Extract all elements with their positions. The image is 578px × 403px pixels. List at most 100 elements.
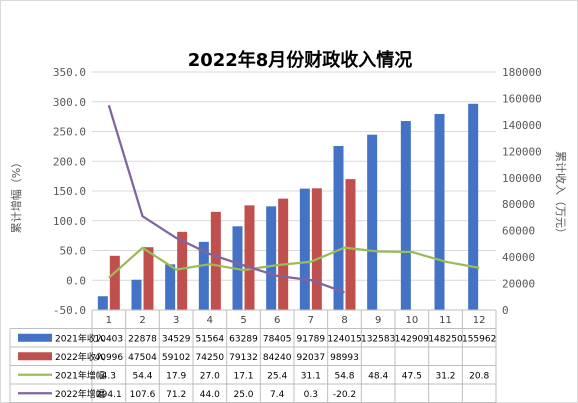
- y-right-tick-label: 100000: [502, 172, 542, 185]
- y-right-tick-label: 20000: [502, 278, 535, 291]
- bar-2-6: [278, 198, 289, 310]
- line-series-3: [108, 246, 480, 279]
- table-cell: 294.1: [96, 390, 122, 400]
- table-cell: 107.6: [130, 390, 156, 400]
- category-label: 6: [274, 315, 280, 326]
- series-name: 2022年增幅: [55, 388, 105, 400]
- category-label: 11: [439, 315, 452, 326]
- table-cell: 74250: [196, 353, 225, 363]
- bar-1-10: [400, 121, 411, 310]
- bar-2-8: [345, 179, 356, 310]
- y-left-tick-label: 150.0: [53, 185, 86, 198]
- table-cell: 34529: [162, 334, 191, 344]
- category-label: 2: [139, 315, 145, 326]
- y-left-tick-label: 50.0: [60, 245, 87, 258]
- y-right-tick-label: 180000: [502, 66, 542, 79]
- bar-1-9: [367, 134, 378, 310]
- table-cell: 17.1: [233, 371, 253, 381]
- bar-2-5: [244, 205, 255, 310]
- line-series-4: [107, 104, 345, 294]
- bar-1-11: [434, 113, 445, 310]
- table-cell: 27.0: [200, 371, 220, 381]
- table-cell: 22878: [128, 334, 157, 344]
- table-cell: 25.4: [267, 371, 287, 381]
- y-right-tick-label: 80000: [502, 198, 535, 211]
- table-cell: 31.1: [301, 371, 321, 381]
- chart-title: 2022年8月份财政收入情况: [188, 49, 413, 71]
- table-cell: 84240: [263, 353, 292, 363]
- y-left-axis-label: 累计增幅（%）: [9, 157, 23, 233]
- bar-1-12: [468, 103, 479, 311]
- bar-1-2: [131, 279, 142, 310]
- table-cell: 0.3: [304, 390, 318, 400]
- bar-1-8: [333, 146, 344, 310]
- table-cell: 92037: [297, 353, 326, 363]
- table-cell: 47.5: [402, 371, 422, 381]
- bar-2-1: [109, 255, 120, 310]
- table-cell: 79132: [229, 353, 258, 363]
- y-left-tick-label: 250.0: [53, 126, 86, 139]
- y-left-tick-label: 350.0: [53, 66, 86, 79]
- category-label: 9: [375, 315, 381, 326]
- table-cell: 71.2: [166, 390, 186, 400]
- category-label: 1: [106, 315, 112, 326]
- bar-2-7: [311, 188, 322, 310]
- table-cell: 91789: [297, 334, 326, 344]
- table-cell: 59102: [162, 353, 191, 363]
- category-label: 4: [207, 315, 213, 326]
- category-label: 7: [308, 315, 314, 326]
- category-label: 10: [405, 315, 418, 326]
- series-name: 2022年收入: [55, 351, 105, 363]
- y-left-tick-label: 200.0: [53, 155, 86, 168]
- y-left-tick-label: 300.0: [53, 96, 86, 109]
- table-cell: 4.3: [102, 371, 116, 381]
- table-cell: 17.9: [166, 371, 186, 381]
- table-cell: 63289: [229, 334, 258, 344]
- table-cell: 155962: [462, 334, 496, 344]
- series-name: 2021年收入: [55, 332, 105, 344]
- table-cell: 10403: [95, 334, 124, 344]
- table-cell: 47504: [128, 353, 157, 363]
- table-cell: 132583: [361, 334, 395, 344]
- table-cell: 54.4: [132, 371, 152, 381]
- y-right-ticks: 180000 160000 140000 120000 100000 80000 60000…: [502, 66, 542, 317]
- bar-1-1: [97, 296, 108, 310]
- category-label: 5: [240, 315, 246, 326]
- y-left-tick-label: 100.0: [53, 215, 86, 228]
- legend-key-bar: [18, 333, 52, 342]
- table-cell: -20.2: [333, 390, 356, 400]
- y-right-tick-label: 60000: [502, 225, 535, 238]
- y-right-tick-label: 0: [502, 304, 509, 317]
- table-cell: 7.4: [270, 390, 285, 400]
- y-right-axis-label: 累计收入（万元）: [554, 151, 568, 239]
- table-cell: 31.2: [435, 371, 455, 381]
- table-cell: 40996: [95, 353, 124, 363]
- table-cell: 142909: [395, 334, 430, 344]
- y-right-tick-label: 40000: [502, 251, 535, 264]
- table-cell: 78405: [263, 334, 292, 344]
- table-cell: 48.4: [368, 371, 388, 381]
- category-label: 12: [473, 315, 486, 326]
- table-cell: 148250: [428, 334, 463, 344]
- bar-2-3: [177, 231, 188, 310]
- bar-2-4: [210, 211, 221, 310]
- y-left-ticks: 350.0 300.0 250.0 200.0 150.0 100.0 50.0 0.0 -50…: [53, 66, 86, 317]
- lines: [107, 104, 480, 294]
- legend-key-bar: [18, 352, 52, 361]
- bar-2-2: [143, 247, 154, 310]
- y-left-tick-label: -50.0: [53, 304, 86, 317]
- y-right-tick-label: 140000: [502, 119, 542, 132]
- bar-1-3: [165, 264, 176, 310]
- table-cell: 51564: [196, 334, 225, 344]
- bar-1-7: [299, 188, 310, 310]
- table-cell: 20.8: [469, 371, 489, 381]
- bar-1-4: [198, 241, 209, 310]
- table-cell: 54.8: [334, 371, 354, 381]
- y-right-tick-label: 160000: [502, 92, 542, 105]
- table-cell: 25.0: [233, 390, 253, 400]
- table-cell: 44.0: [200, 390, 220, 400]
